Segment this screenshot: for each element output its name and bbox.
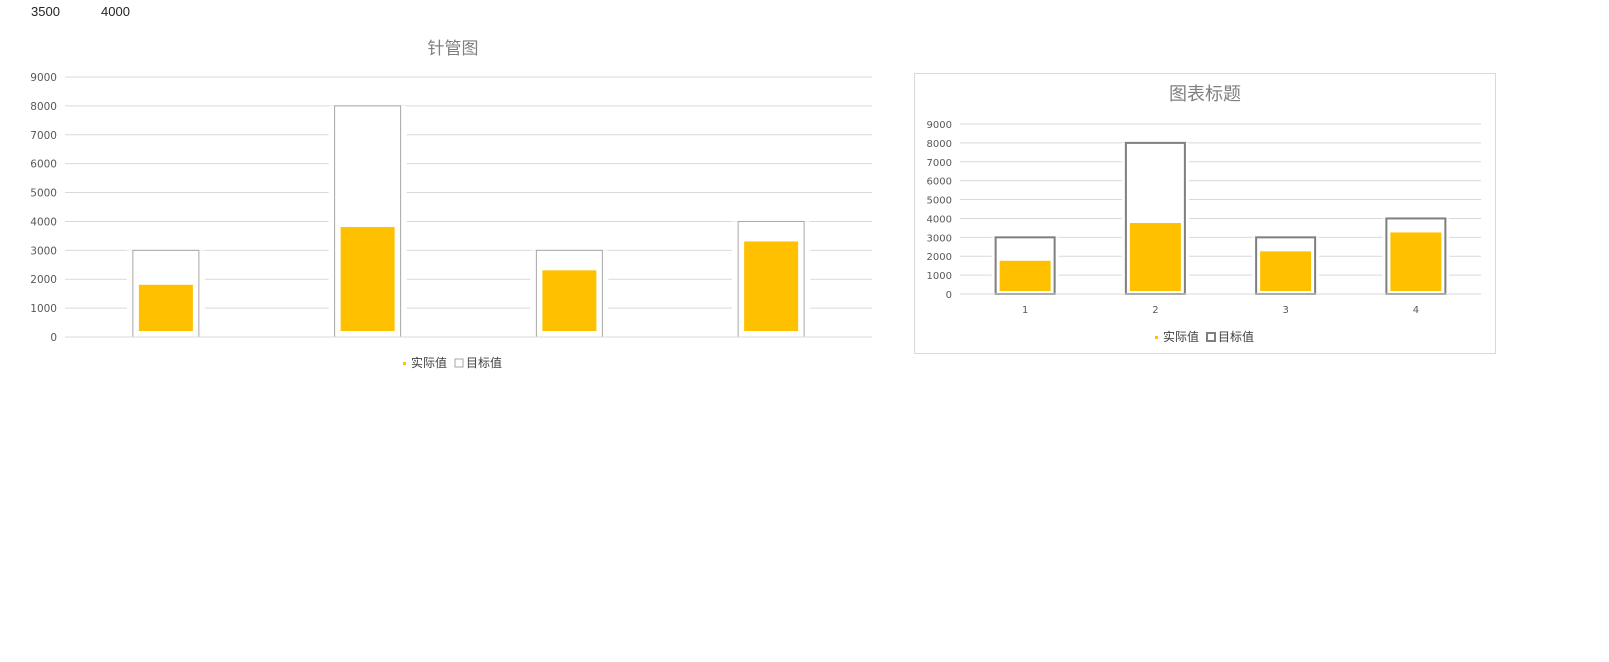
bar-actual <box>1260 251 1312 291</box>
cell-value[interactable]: 3500 <box>31 4 60 19</box>
y-tick-label: 6000 <box>927 177 952 188</box>
legend-label-actual: 实际值 <box>1163 329 1199 344</box>
legend-swatch-actual <box>1155 336 1158 339</box>
cell-value[interactable]: 4000 <box>101 4 130 19</box>
chart-needle[interactable]: 针管图 0 1000 2000 3000 4000 5000 6000 7000 8000 9000… <box>0 30 890 380</box>
legend-label-target: 目标值 <box>1218 329 1254 344</box>
y-tick-label: 8000 <box>927 139 952 150</box>
bar-actual <box>744 241 799 331</box>
x-tick-label: 1 <box>1022 305 1028 316</box>
bar-actual <box>138 284 193 331</box>
y-tick-label: 1000 <box>30 303 57 315</box>
legend-swatch-target <box>1206 332 1216 342</box>
y-tick-label: 1000 <box>927 271 952 282</box>
y-tick-label: 0 <box>946 290 952 301</box>
chart-svg: 针管图 0 1000 2000 3000 4000 5000 6000 7000 8000 9000… <box>30 39 872 370</box>
y-tick-label: 2000 <box>30 274 57 286</box>
legend-label-target: 目标值 <box>466 355 502 370</box>
chart-title: 针管图 <box>428 39 479 59</box>
y-tick-label: 2000 <box>927 252 952 263</box>
y-tick-label: 3000 <box>30 245 57 257</box>
y-tick-label: 7000 <box>30 130 57 142</box>
x-tick-label: 3 <box>1282 305 1288 316</box>
legend-label-actual: 实际值 <box>411 355 447 370</box>
bar-actual <box>542 270 597 331</box>
bar-actual <box>1390 232 1442 291</box>
x-tick-label: 2 <box>1152 305 1158 316</box>
chart-title: 图表标题 <box>1169 84 1241 105</box>
chart-svg: 图表标题 0 1000 2000 3000 4000 5000 6000 7000 8000 900… <box>927 84 1481 344</box>
y-tick-label: 5000 <box>927 196 952 207</box>
y-tick-label: 0 <box>50 332 57 344</box>
bar-actual <box>999 260 1051 291</box>
bar-actual <box>340 227 395 331</box>
y-tick-label: 6000 <box>30 159 57 171</box>
x-tick-label: 4 <box>1413 305 1419 316</box>
y-tick-label: 7000 <box>927 158 952 169</box>
y-tick-label: 9000 <box>927 120 952 131</box>
y-tick-label: 9000 <box>30 72 57 84</box>
bar-actual <box>1129 223 1181 291</box>
y-tick-label: 4000 <box>30 216 57 228</box>
y-tick-label: 8000 <box>30 101 57 113</box>
legend-swatch-target <box>454 358 464 368</box>
chart-default-title[interactable]: 图表标题 0 1000 2000 3000 4000 5000 6000 7000 8000 900… <box>914 73 1496 354</box>
y-tick-label: 4000 <box>927 214 952 225</box>
legend-swatch-actual <box>403 362 406 365</box>
y-tick-label: 3000 <box>927 233 952 244</box>
y-tick-label: 5000 <box>30 188 57 200</box>
